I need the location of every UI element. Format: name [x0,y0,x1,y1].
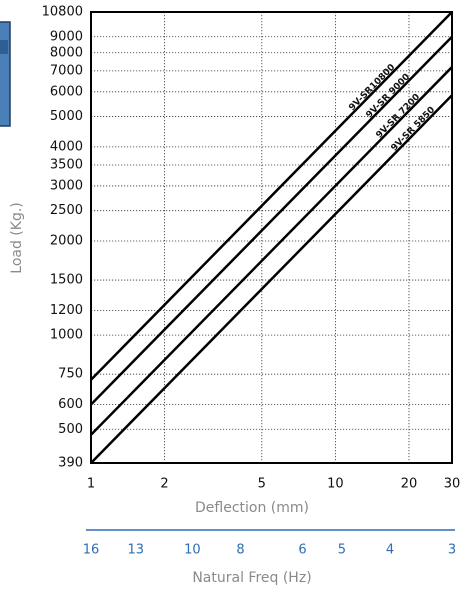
y-tick-label: 3500 [50,158,83,173]
x2-tick-label: 4 [386,543,394,558]
x2-tick-label: 5 [338,543,346,558]
x-tick-label: 1 [87,477,95,492]
data-line [91,35,452,406]
y-tick-label: 390 [58,456,83,471]
y-tick-label: 5000 [50,109,83,124]
plot-frame [90,11,453,464]
x-tick-label: 2 [160,477,168,492]
y-tick-label: 3000 [50,178,83,193]
data-line [91,66,452,436]
x2-tick-label: 10 [184,543,201,558]
x2-tick-label: 8 [236,543,244,558]
x-axis-title: Deflection (mm) [195,500,309,516]
data-line [91,94,452,463]
y-tick-label: 8000 [50,45,83,60]
y-tick-label: 2500 [50,203,83,218]
y-tick-label: 9000 [50,29,83,44]
x-tick-label: 20 [401,477,418,492]
x-tick-label: 30 [444,477,461,492]
x2-tick-label: 16 [83,543,100,558]
y-tick-label: 4000 [50,139,83,154]
y-tick-label: 2000 [50,234,83,249]
y-tick-label: 1200 [50,303,83,318]
x2-axis-title: Natural Freq (Hz) [192,570,311,586]
x2-tick-label: 6 [298,543,306,558]
y-tick-label: 750 [58,367,83,382]
y-tick-label: 500 [58,422,83,437]
data-line [91,12,452,381]
x-tick-label: 10 [327,477,344,492]
x-tick-label: 5 [258,477,266,492]
y-tick-label: 1000 [50,328,83,343]
y-axis-title: Load (Kg.) [9,202,25,273]
y-tick-label: 10800 [42,5,83,20]
product-image [0,21,11,127]
x2-tick-label: 13 [128,543,145,558]
y-tick-label: 6000 [50,84,83,99]
product-photo [0,21,11,127]
y-tick-label: 1500 [50,273,83,288]
y-tick-label: 600 [58,397,83,412]
x2-tick-label: 3 [448,543,456,558]
y-tick-label: 7000 [50,63,83,78]
product-photo-detail [0,40,8,54]
